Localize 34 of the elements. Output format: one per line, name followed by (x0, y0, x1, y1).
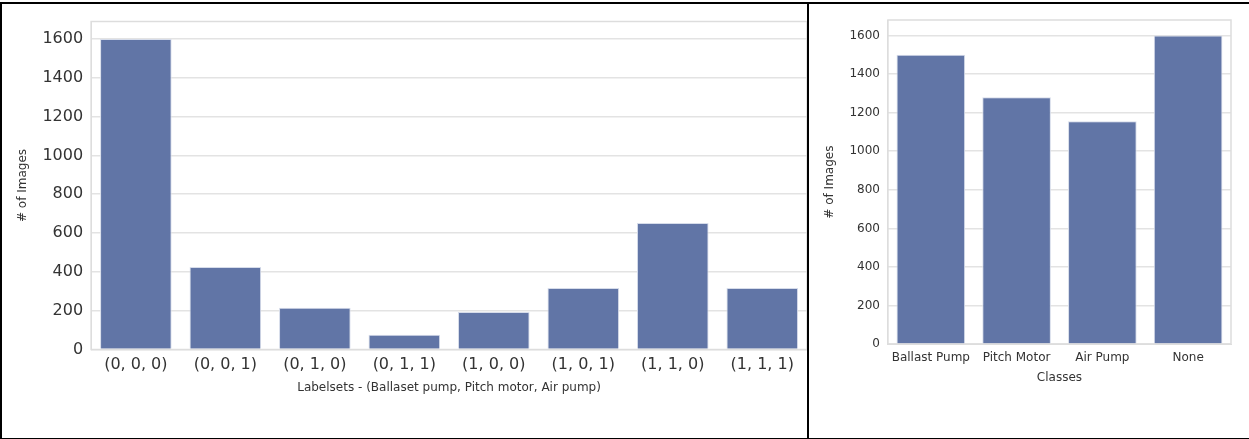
x-tick-label: Air Pump (1075, 349, 1130, 364)
x-tick-label: (1, 0, 0) (462, 354, 526, 374)
x-axis-title: Labelsets - (Ballaset pump, Pitch motor, Air pump) (297, 379, 601, 394)
y-tick-label: 600 (857, 220, 880, 235)
y-tick-label: 200 (52, 299, 84, 319)
y-tick-label: 1200 (849, 104, 880, 119)
y-tick-label: 800 (52, 183, 84, 203)
y-tick-label: 0 (72, 338, 84, 358)
x-tick-label: (1, 0, 1) (551, 354, 615, 374)
y-tick-label: 800 (857, 181, 880, 196)
x-tick-label: (0, 0, 0) (104, 354, 168, 374)
x-tick-label: Ballast Pump (891, 349, 970, 364)
x-tick-label: (0, 1, 1) (372, 354, 436, 374)
x-tick-label: Pitch Motor (982, 349, 1051, 364)
y-tick-label: 400 (52, 260, 84, 280)
y-tick-label: 1200 (42, 105, 84, 125)
y-tick-label: 600 (52, 222, 84, 242)
x-tick-label: (0, 1, 0) (283, 354, 347, 374)
x-tick-label: (0, 0, 1) (193, 354, 258, 374)
x-tick-label: (1, 1, 0) (641, 354, 705, 374)
y-tick-label: 1600 (42, 28, 84, 48)
y-axis-title: # of Images (822, 145, 837, 219)
x-tick-label: None (1172, 349, 1204, 364)
y-tick-label: 1600 (849, 27, 880, 42)
y-tick-label: 1000 (849, 143, 880, 158)
y-tick-label: 200 (857, 297, 880, 312)
y-tick-label: 1400 (42, 67, 84, 87)
x-tick-label: (1, 1, 1) (730, 354, 794, 374)
y-tick-label: 0 (872, 336, 880, 351)
y-tick-label: 1000 (42, 144, 84, 164)
y-tick-label: 1400 (849, 66, 880, 81)
y-axis-title: # of Images (15, 148, 30, 223)
y-tick-label: 400 (857, 259, 880, 274)
x-axis-title: Classes (1036, 369, 1083, 384)
